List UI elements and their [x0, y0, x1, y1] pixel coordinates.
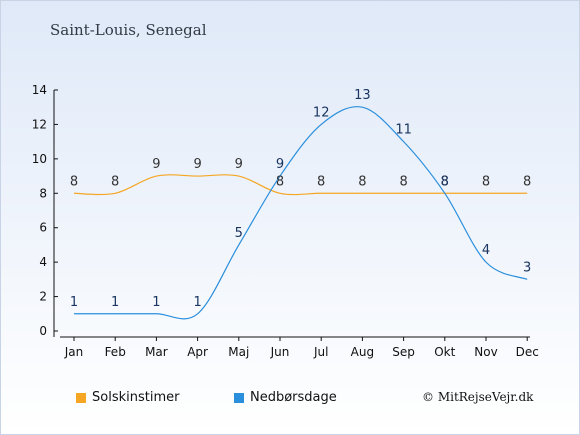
x-tick-label: Feb	[105, 345, 126, 359]
data-label-sun: 8	[399, 174, 407, 189]
legend-label-sun: Solskinstimer	[92, 390, 180, 405]
y-tick-label: 14	[32, 83, 47, 97]
data-label-rain: 13	[354, 88, 371, 103]
series-lines	[73, 106, 528, 320]
y-tick-label: 10	[32, 152, 47, 166]
data-label-rain: 1	[70, 295, 78, 310]
x-tick-label: Sep	[392, 345, 415, 359]
y-tick-label: 8	[39, 186, 47, 200]
data-label-rain: 3	[523, 260, 531, 275]
data-label-sun: 8	[276, 174, 284, 189]
x-tick-label: Aug	[351, 345, 374, 359]
data-label-sun: 9	[235, 157, 243, 172]
series-line-rain	[74, 106, 528, 320]
x-tick-label: Mar	[145, 345, 168, 359]
data-label-sun: 8	[482, 174, 490, 189]
data-label-rain: 12	[313, 105, 330, 120]
legend-item-sun: Solskinstimer	[76, 390, 179, 405]
x-tick-label: Maj	[228, 345, 249, 359]
data-label-rain: 4	[482, 243, 490, 258]
data-label-sun: 8	[70, 174, 78, 189]
data-label-sun: 8	[441, 174, 449, 189]
data-label-rain: 8	[441, 174, 449, 189]
copyright-text: © MitRejseVejr.dk	[422, 390, 534, 404]
data-label-rain: 11	[395, 123, 412, 138]
data-label-sun: 9	[193, 157, 201, 172]
data-label-rain: 1	[193, 295, 201, 310]
data-label-rain: 9	[276, 157, 284, 172]
data-label-rain: 5	[235, 226, 243, 241]
x-tick-label: Jul	[313, 345, 328, 359]
x-tick-label: Jan	[64, 345, 84, 359]
data-label-rain: 1	[111, 295, 119, 310]
x-tick-label: Okt	[434, 345, 455, 359]
legend-label-rain: Nedbørsdage	[250, 390, 337, 405]
y-tick-label: 0	[39, 324, 47, 338]
data-label-sun: 9	[152, 157, 160, 172]
x-axis-ticks: Jan Feb Mar Apr Maj Jun Jul Aug Sep Okt Nov Dec	[64, 337, 539, 359]
y-tick-label: 12	[32, 117, 47, 131]
legend-swatch-sun	[76, 392, 86, 403]
y-tick-label: 2	[39, 290, 47, 304]
chart-title: Saint-Louis, Senegal	[50, 21, 207, 39]
data-label-sun: 8	[358, 174, 366, 189]
x-tick-label: Nov	[474, 345, 497, 359]
data-label-rain: 1	[152, 295, 160, 310]
legend-item-rain: Nedbørsdage	[234, 390, 337, 405]
y-tick-label: 6	[39, 221, 47, 235]
x-tick-label: Jun	[270, 345, 290, 359]
series-line-sun	[73, 174, 528, 196]
data-label-sun: 8	[317, 174, 325, 189]
data-label-sun: 8	[523, 174, 531, 189]
y-axis-ticks: 0 2 4 6 8 10 12 14	[32, 83, 58, 338]
legend-swatch-rain	[234, 392, 244, 403]
axes	[53, 90, 530, 338]
y-tick-label: 4	[39, 255, 47, 269]
x-tick-label: Dec	[516, 345, 539, 359]
data-label-sun: 8	[111, 174, 119, 189]
x-tick-label: Apr	[187, 345, 208, 359]
